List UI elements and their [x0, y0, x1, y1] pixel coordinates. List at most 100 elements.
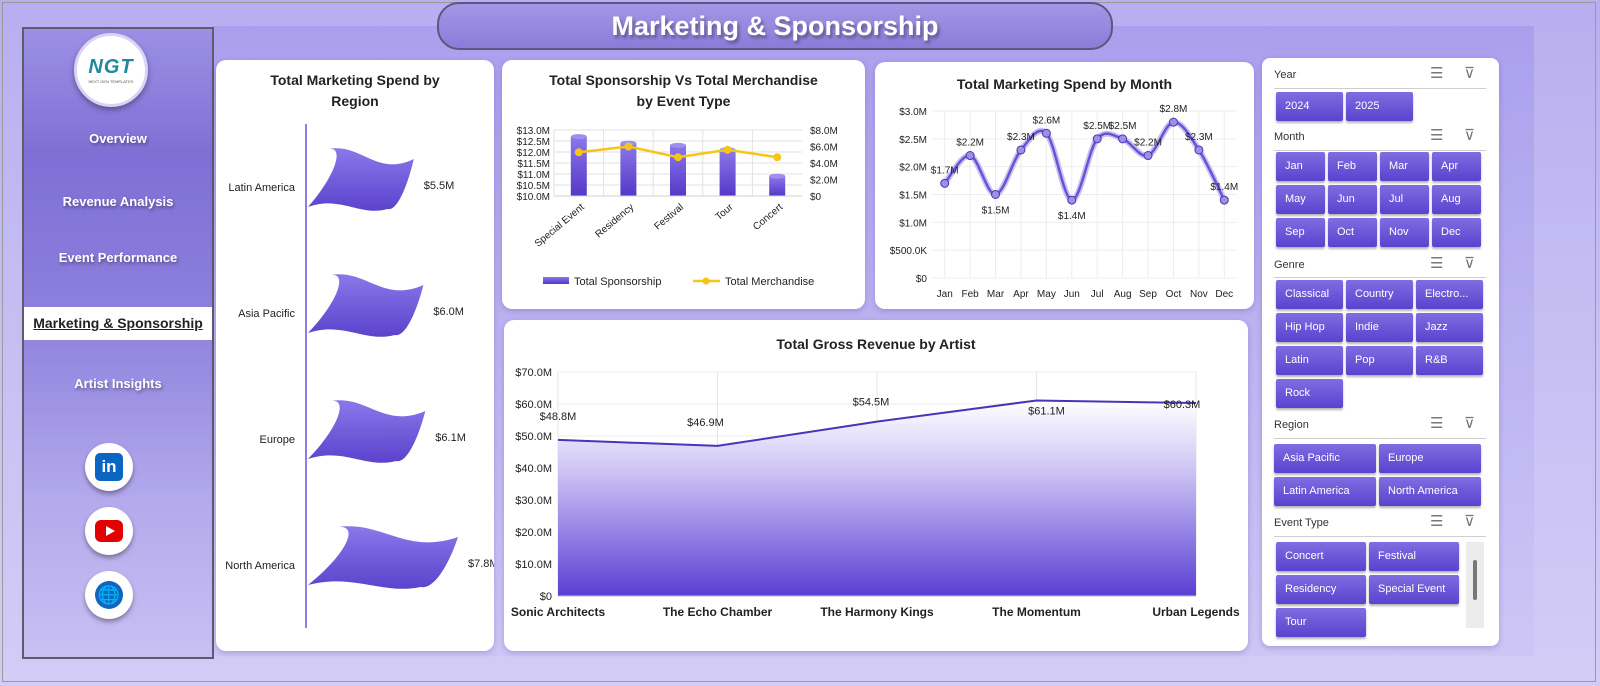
- month-button-mar[interactable]: Mar: [1380, 152, 1429, 181]
- artist-data-label: $54.5M: [853, 397, 890, 409]
- year-filter-label: Year: [1274, 69, 1297, 81]
- x-tick-label: Nov: [1190, 289, 1208, 300]
- y-left-tick-label: $10.5M: [517, 181, 550, 192]
- x-tick-label: Apr: [1013, 289, 1029, 300]
- region-data-label: $6.0M: [433, 306, 464, 318]
- year-button-2024[interactable]: 2024: [1276, 92, 1343, 121]
- y-tick-label: $70.0M: [515, 367, 552, 379]
- month-button-aug[interactable]: Aug: [1432, 185, 1481, 214]
- legend-swatch-sponsorship: [543, 277, 569, 284]
- x-tick-label: Jan: [937, 289, 953, 300]
- clear-filter-icon[interactable]: ⊽: [1464, 513, 1475, 530]
- region-button-north-america[interactable]: North America: [1379, 477, 1481, 506]
- y-tick-label: $2.0M: [899, 163, 927, 174]
- event-type-button-festival[interactable]: Festival: [1369, 542, 1459, 571]
- sponsorship-chart: $13.0M$12.5M$12.0M$11.5M$11.0M$10.5M$10.…: [517, 126, 838, 288]
- x-tick-label: Special Event: [533, 202, 587, 250]
- clear-filter-icon[interactable]: ⊽: [1464, 65, 1475, 82]
- nav-revenue-analysis[interactable]: Revenue Analysis: [62, 194, 174, 209]
- x-tick-label: Feb: [962, 289, 980, 300]
- month-button-dec[interactable]: Dec: [1432, 218, 1481, 247]
- logo: NGT NEXT GEN TEMPLATES: [74, 33, 148, 107]
- month-button-jul[interactable]: Jul: [1380, 185, 1429, 214]
- website-button[interactable]: 🌐: [85, 571, 133, 619]
- month-data-label: $2.6M: [1032, 115, 1060, 126]
- youtube-button[interactable]: [85, 507, 133, 555]
- multi-select-icon[interactable]: ☰: [1430, 255, 1444, 272]
- month-point: [1194, 145, 1204, 155]
- genre-button-pop[interactable]: Pop: [1346, 346, 1413, 375]
- region-button-europe[interactable]: Europe: [1379, 444, 1481, 473]
- merchandise-point: [723, 145, 732, 154]
- nav-overview[interactable]: Overview: [89, 131, 147, 146]
- multi-select-icon[interactable]: ☰: [1430, 127, 1444, 144]
- event-type-button-residency[interactable]: Residency: [1276, 575, 1366, 604]
- genre-button-r-b[interactable]: R&B: [1416, 346, 1483, 375]
- merchandise-point: [773, 153, 782, 162]
- month-button-jan[interactable]: Jan: [1276, 152, 1325, 181]
- year-button-2025[interactable]: 2025: [1346, 92, 1413, 121]
- event-type-button-tour[interactable]: Tour: [1276, 608, 1366, 637]
- multi-select-icon[interactable]: ☰: [1430, 65, 1444, 82]
- multi-select-icon[interactable]: ☰: [1430, 415, 1444, 432]
- logo-text: NGT: [88, 56, 134, 78]
- genre-button-rock[interactable]: Rock: [1276, 379, 1343, 408]
- month-point: [1041, 128, 1051, 138]
- event-type-button-concert[interactable]: Concert: [1276, 542, 1366, 571]
- month-button-nov[interactable]: Nov: [1380, 218, 1429, 247]
- month-point: [965, 151, 975, 161]
- nav-artist-insights[interactable]: Artist Insights: [74, 376, 162, 391]
- month-point: [1016, 145, 1026, 155]
- genre-button-country[interactable]: Country: [1346, 280, 1413, 309]
- y-right-tick-label: $0: [810, 192, 822, 203]
- region-button-asia-pacific[interactable]: Asia Pacific: [1274, 444, 1376, 473]
- month-button-feb[interactable]: Feb: [1328, 152, 1377, 181]
- divider: [1274, 438, 1486, 439]
- month-point: [1067, 195, 1077, 205]
- merchandise-point: [674, 153, 682, 162]
- x-tick-label: Residency: [593, 202, 636, 240]
- event-type-filter-label: Event Type: [1274, 517, 1329, 529]
- event-type-scrollbar[interactable]: [1466, 542, 1484, 628]
- clear-filter-icon[interactable]: ⊽: [1464, 255, 1475, 272]
- filter-pane: Year ☰ ⊽ 2024 2025 Month ☰ ⊽ Jan Feb Mar Apr…: [1262, 58, 1499, 646]
- month-button-oct[interactable]: Oct: [1328, 218, 1377, 247]
- region-bar: [308, 400, 426, 463]
- x-tick-label: Concert: [751, 202, 785, 233]
- multi-select-icon[interactable]: ☰: [1430, 513, 1444, 530]
- y-tick-label: $50.0M: [515, 431, 552, 443]
- logo-subtext: NEXT GEN TEMPLATES: [88, 79, 134, 84]
- month-button-may[interactable]: May: [1276, 185, 1325, 214]
- genre-button-electro[interactable]: Electro...: [1416, 280, 1483, 309]
- event-type-button-special-event[interactable]: Special Event: [1369, 575, 1459, 604]
- clear-filter-icon[interactable]: ⊽: [1464, 127, 1475, 144]
- genre-button-latin[interactable]: Latin: [1276, 346, 1343, 375]
- linkedin-button[interactable]: in: [85, 443, 133, 491]
- month-button-jun[interactable]: Jun: [1328, 185, 1377, 214]
- month-data-label: $2.5M: [1083, 121, 1111, 132]
- genre-button-jazz[interactable]: Jazz: [1416, 313, 1483, 342]
- genre-button-hip-hop[interactable]: Hip Hop: [1276, 313, 1343, 342]
- y-left-tick-label: $11.5M: [517, 159, 550, 170]
- y-tick-label: $1.5M: [899, 191, 927, 202]
- region-button-latin-america[interactable]: Latin America: [1274, 477, 1376, 506]
- genre-button-classical[interactable]: Classical: [1276, 280, 1343, 309]
- month-line-glow: [942, 119, 1227, 204]
- nav-marketing-sponsorship[interactable]: Marketing & Sponsorship: [24, 307, 212, 340]
- nav-event-performance[interactable]: Event Performance: [58, 250, 178, 265]
- x-tick-label: Sonic Architects: [511, 605, 606, 619]
- y-left-tick-label: $10.0M: [517, 192, 550, 203]
- y-tick-label: $20.0M: [515, 527, 552, 539]
- sidebar: NGT NEXT GEN TEMPLATES Overview Revenue …: [22, 27, 214, 659]
- sponsorship-bar: [570, 136, 587, 196]
- month-button-apr[interactable]: Apr: [1432, 152, 1481, 181]
- month-data-label: $1.5M: [982, 206, 1010, 217]
- month-button-sep[interactable]: Sep: [1276, 218, 1325, 247]
- month-point: [1118, 134, 1128, 144]
- clear-filter-icon[interactable]: ⊽: [1464, 415, 1475, 432]
- region-category-label: Asia Pacific: [238, 308, 295, 320]
- genre-button-indie[interactable]: Indie: [1346, 313, 1413, 342]
- sponsorship-bar: [719, 149, 736, 196]
- scrollbar-thumb[interactable]: [1473, 560, 1477, 600]
- artist-area: [558, 400, 1196, 596]
